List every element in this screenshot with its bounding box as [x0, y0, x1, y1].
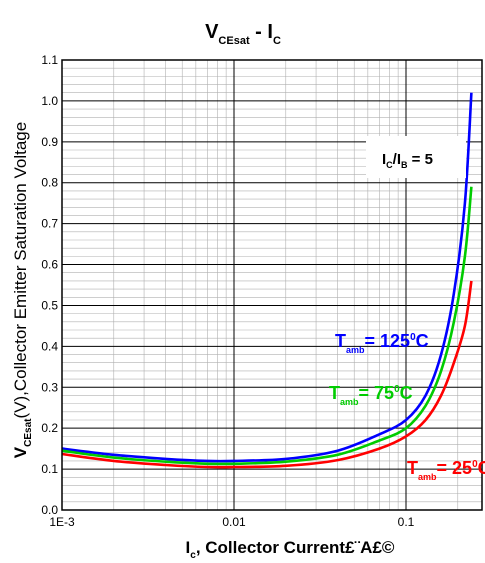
plot-frame — [61, 59, 483, 511]
y-tick-label: 1.1 — [41, 53, 58, 67]
x-axis-label: Ic, Collector Current£¨A£© — [186, 538, 395, 561]
tick-labels: 0.0 0.1 0.2 0.3 0.4 0.5 0.6 0.7 0.8 0.9 1.0 1.1 1E-3… — [41, 53, 414, 529]
y-tick-label: 0.7 — [41, 217, 58, 231]
series-label-25: Tamb= 250C — [407, 458, 485, 482]
series-label-75: Tamb= 750C — [329, 383, 413, 407]
chart-title: VCEsat - IC — [205, 21, 281, 47]
series-lines — [61, 92, 473, 469]
y-tick-label: 0.2 — [41, 421, 58, 435]
x-tick-label: 1E-3 — [49, 515, 75, 529]
y-tick-label: 0.6 — [41, 258, 58, 272]
y-tick-label: 0.5 — [41, 298, 58, 312]
y-tick-label: 0.1 — [41, 462, 58, 476]
annotation-box — [366, 136, 466, 178]
x-tick-label: 0.1 — [398, 515, 415, 529]
series-label-125: Tamb= 1250C — [335, 331, 429, 355]
y-axis-label: VCEsat(V),Collector Emitter Saturation V… — [11, 122, 34, 458]
grid — [61, 59, 482, 511]
annotation-text: IC/IB = 5 — [382, 151, 433, 170]
y-tick-label: 0.9 — [41, 135, 58, 149]
x-tick-label: 0.01 — [222, 515, 246, 529]
y-tick-label: 0.0 — [41, 503, 58, 517]
y-tick-label: 0.8 — [41, 176, 58, 190]
series-line-0 — [61, 92, 473, 463]
y-tick-label: 0.3 — [41, 380, 58, 394]
series-line-1 — [61, 186, 473, 466]
y-tick-label: 1.0 — [41, 94, 58, 108]
series-line-2 — [61, 280, 473, 469]
y-tick-label: 0.4 — [41, 339, 58, 353]
